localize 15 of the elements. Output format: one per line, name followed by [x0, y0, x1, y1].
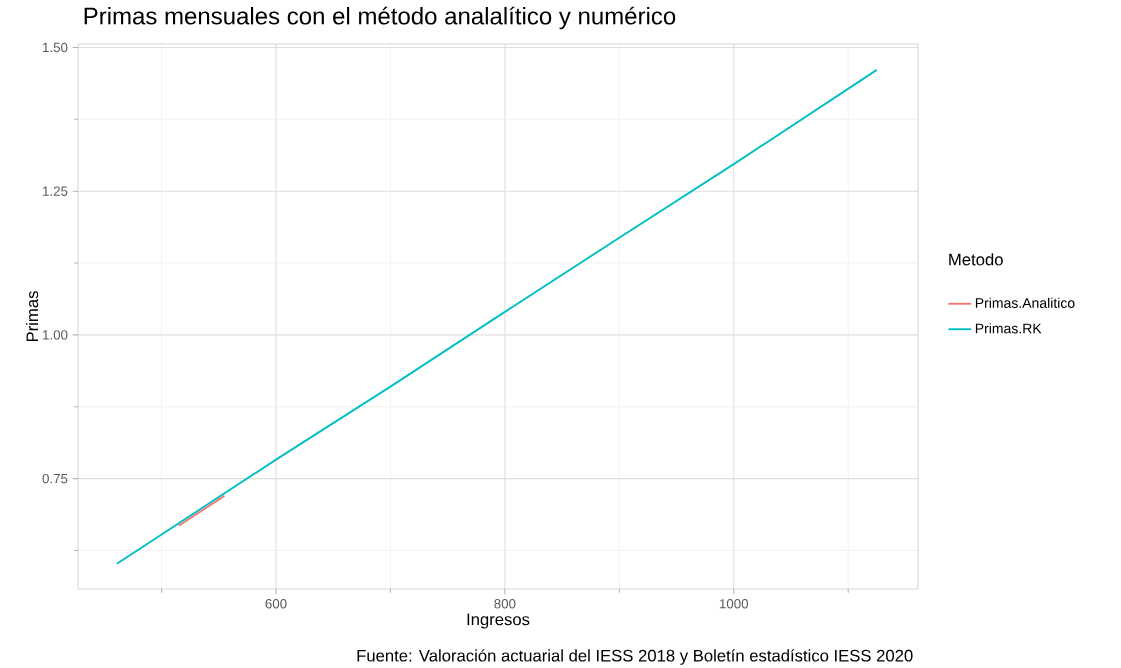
y-tick-label: 1.50 — [43, 42, 68, 53]
source-note: Fuente: Valoración actuarial del IESS 2018 y Boletín estadístico IESS 2020 — [357, 649, 913, 665]
y-tick-label: 0.75 — [42, 473, 68, 484]
y-tick-label: 1.25 — [43, 186, 68, 196]
legend-label: Primas.Analitico — [975, 297, 1075, 308]
x-tick-label: 600 — [265, 599, 287, 609]
legend-label: Primas.RK — [975, 323, 1042, 334]
chart-title: Primas mensuales con el método analalítico y numérico — [84, 6, 676, 30]
line-series — [115, 68, 878, 565]
legend-title: Metodo — [949, 253, 1003, 266]
x-tick-label: 800 — [494, 599, 516, 609]
x-axis-title: Ingresos — [467, 613, 530, 629]
y-tick-label: 1.00 — [43, 330, 68, 340]
x-tick-label: 1000 — [719, 599, 749, 609]
y-axis-title: Primas — [25, 291, 39, 342]
